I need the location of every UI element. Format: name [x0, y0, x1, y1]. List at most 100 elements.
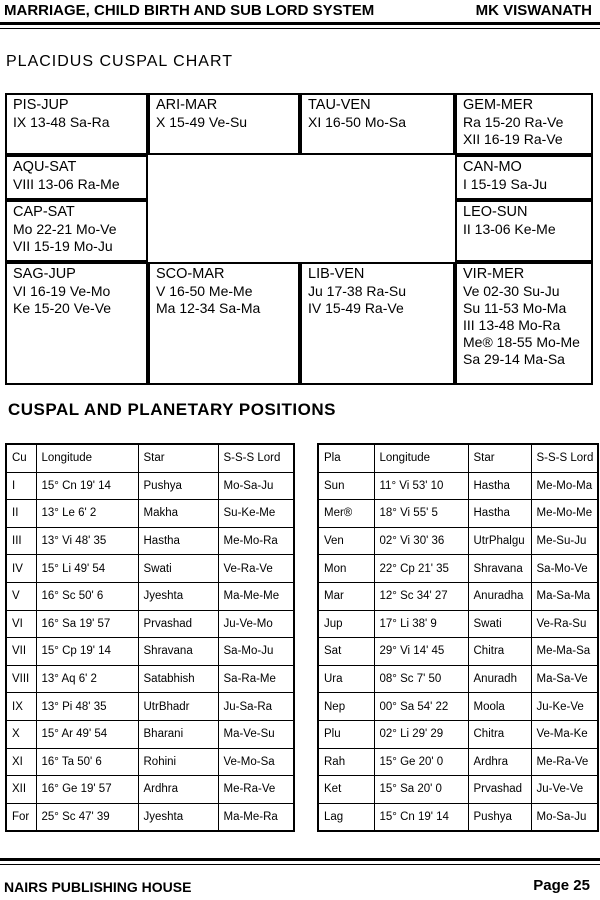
table-cell: Ju-Ke-Ve	[530, 692, 599, 721]
header-author: MK VISWANATH	[475, 2, 592, 19]
header-cell: Longitude	[35, 443, 139, 473]
table-cell: Ma-Me-Me	[217, 581, 295, 611]
table-cell: 02° Vi 30' 36	[373, 526, 469, 556]
table-cell: Ma-Me-Ra	[217, 802, 295, 832]
table-cell: Ju-Ve-Mo	[217, 609, 295, 639]
table-cell: Anuradha	[467, 581, 532, 611]
table-cell: 13° Pi 48' 35	[35, 692, 139, 721]
footer-publisher: NAIRS PUBLISHING HOUSE	[4, 879, 192, 895]
table-cell: Ju-Ve-Ve	[530, 775, 599, 804]
table-row: Plu 02° Li 29' 29 Chitra Ve-Ma-Ke	[317, 719, 599, 749]
table-cell: 11° Vi 53' 10	[373, 471, 469, 501]
chart-cell: CAN-MO I 15-19 Sa-Ju	[455, 155, 593, 200]
table-cell: Ve-Ma-Ke	[530, 719, 599, 749]
table-cell: UtrPhalgu	[467, 526, 532, 556]
table-row: II 13° Le 6' 2 Makha Su-Ke-Me	[5, 499, 295, 528]
table-cell: Me-Mo-Ma	[530, 471, 599, 501]
table-cell: Sun	[317, 471, 375, 501]
chart-title: PLACIDUS CUSPAL CHART	[6, 53, 233, 70]
table-cell: Me-Ra-Ve	[530, 747, 599, 777]
header-cell: S-S-S Lord	[217, 443, 295, 473]
cell-line: Ra 15-20 Ra-Ve	[463, 114, 564, 130]
table-row: IX 13° Pi 48' 35 UtrBhadr Ju-Sa-Ra	[5, 692, 295, 721]
table-row: Ven 02° Vi 30' 36 UtrPhalgu Me-Su-Ju	[317, 526, 599, 556]
table-cell: 25° Sc 47' 39	[35, 802, 139, 832]
table-cell: Ardhra	[137, 775, 219, 804]
table-cell: UtrBhadr	[137, 692, 219, 721]
cell-line: Ve 02-30 Su-Ju	[463, 283, 560, 299]
table-row: X 15° Ar 49' 54 Bharani Ma-Ve-Su	[5, 719, 295, 749]
table-cell: Jyeshta	[137, 802, 219, 832]
table-cell: Sat	[317, 637, 375, 666]
cell-sign: VIR-MER	[463, 266, 525, 282]
table-cell: Makha	[137, 499, 219, 528]
chart-cell: GEM-MER Ra 15-20 Ra-Ve XII 16-19 Ra-Ve	[455, 93, 593, 155]
cell-line: VI 16-19 Ve-Mo	[13, 283, 111, 299]
table-cell: XII	[5, 775, 37, 804]
table-cell: Hastha	[467, 499, 532, 528]
table-cell: 15° Ar 49' 54	[35, 719, 139, 749]
header-row: Pla Longitude Star S-S-S Lord	[317, 443, 599, 473]
table-row: Mon 22° Cp 21' 35 Shravana Sa-Mo-Ve	[317, 554, 599, 583]
chart-cell: LEO-SUN II 13-06 Ke-Me	[455, 200, 593, 262]
header-cell: Pla	[317, 443, 375, 473]
table-row: Rah 15° Ge 20' 0 Ardhra Me-Ra-Ve	[317, 747, 599, 777]
table-cell: Lag	[317, 802, 375, 832]
table-cell: X	[5, 719, 37, 749]
table-cell: Ju-Sa-Ra	[217, 692, 295, 721]
table-row: I 15° Cn 19' 14 Pushya Mo-Sa-Ju	[5, 471, 295, 501]
chart-cell: PIS-JUP IX 13-48 Sa-Ra	[5, 93, 148, 155]
table-cell: 00° Sa 54' 22	[373, 692, 469, 721]
table-cell: 18° Vi 55' 5	[373, 499, 469, 528]
header-row: Cu Longitude Star S-S-S Lord	[5, 443, 295, 473]
table-cell: Swati	[467, 609, 532, 639]
table-row: Mar 12° Sc 34' 27 Anuradha Ma-Sa-Ma	[317, 581, 599, 611]
table-cell: Sa-Mo-Ve	[530, 554, 599, 583]
table-cell: Moola	[467, 692, 532, 721]
header-cell: Cu	[5, 443, 37, 473]
table-cell: Sa-Ra-Me	[217, 664, 295, 694]
table-cell: Mar	[317, 581, 375, 611]
table-cell: 16° Sa 19' 57	[35, 609, 139, 639]
table-cell: 13° Aq 6' 2	[35, 664, 139, 694]
table-cell: Mo-Sa-Ju	[530, 802, 599, 832]
table-cell: 22° Cp 21' 35	[373, 554, 469, 583]
table-cell: Mo-Sa-Ju	[217, 471, 295, 501]
table-cell: Rah	[317, 747, 375, 777]
cell-line: Su 11-53 Mo-Ma	[463, 300, 567, 316]
table-cell: VII	[5, 637, 37, 666]
cell-line: IV 15-49 Ra-Ve	[308, 300, 404, 316]
table-cell: Ardhra	[467, 747, 532, 777]
planet-table: Pla Longitude Star S-S-S Lord Sun 11° Vi 53' …	[317, 443, 599, 833]
table-row: For 25° Sc 47' 39 Jyeshta Ma-Me-Ra	[5, 802, 295, 832]
cell-sign: SAG-JUP	[13, 266, 76, 282]
cell-line: VIII 13-06 Ra-Me	[13, 176, 120, 192]
cell-line: Mo 22-21 Mo-Ve	[13, 221, 117, 237]
table-cell: Ve-Mo-Sa	[217, 747, 295, 777]
table-row: XII 16° Ge 19' 57 Ardhra Me-Ra-Ve	[5, 775, 295, 804]
cell-line: Ma 12-34 Sa-Ma	[156, 300, 261, 316]
table-cell: II	[5, 499, 37, 528]
table-cell: VIII	[5, 664, 37, 694]
table-row: Lag 15° Cn 19' 14 Pushya Mo-Sa-Ju	[317, 802, 599, 832]
table-row: VIII 13° Aq 6' 2 Satabhish Sa-Ra-Me	[5, 664, 295, 694]
cell-line: III 13-48 Mo-Ra	[463, 317, 561, 333]
cell-sign: PIS-JUP	[13, 97, 69, 113]
table-cell: XI	[5, 747, 37, 777]
cell-line: XII 16-19 Ra-Ve	[463, 131, 563, 147]
cell-sign: LEO-SUN	[463, 204, 528, 220]
table-cell: I	[5, 471, 37, 501]
positions-title: CUSPAL AND PLANETARY POSITIONS	[8, 400, 336, 419]
table-cell: Pushya	[137, 471, 219, 501]
cell-sign: CAP-SAT	[13, 204, 75, 220]
table-cell: 15° Cn 19' 14	[35, 471, 139, 501]
table-cell: Shravana	[467, 554, 532, 583]
table-row: Sun 11° Vi 53' 10 Hastha Me-Mo-Ma	[317, 471, 599, 501]
table-cell: Chitra	[467, 719, 532, 749]
table-cell: 13° Vi 48' 35	[35, 526, 139, 556]
table-cell: Shravana	[137, 637, 219, 666]
table-cell: Ma-Sa-Ma	[530, 581, 599, 611]
cell-sign: ARI-MAR	[156, 97, 218, 113]
header-cell: Star	[467, 443, 532, 473]
